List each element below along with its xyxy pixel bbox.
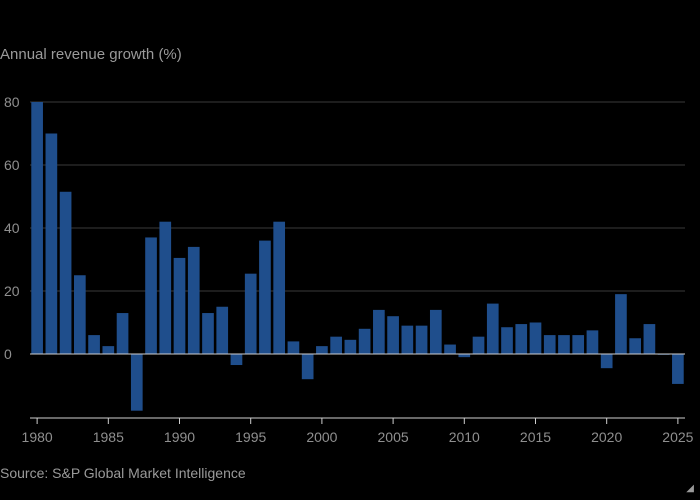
bar-2013 [501, 327, 513, 354]
gridlines [30, 101, 685, 292]
bar-2017 [558, 335, 570, 354]
y-tick-label: 80 [4, 94, 20, 110]
bar-2019 [586, 330, 599, 354]
bar-2023 [643, 324, 656, 354]
bar-1987 [130, 354, 143, 411]
bar-2007 [415, 325, 428, 354]
bar-1985 [102, 346, 115, 354]
bar-2018 [572, 335, 585, 354]
bar-2004 [373, 309, 385, 354]
bar-2016 [543, 335, 556, 354]
bar-1983 [73, 275, 86, 354]
bar-2002 [344, 339, 357, 354]
bar-2009 [444, 344, 456, 354]
bar-2022 [629, 338, 642, 354]
bar-1988 [145, 237, 157, 354]
bar-2000 [316, 346, 328, 354]
x-tick-label: 1995 [235, 429, 266, 445]
bar-1999 [301, 354, 314, 380]
bar-1994 [230, 354, 243, 366]
bar-2001 [330, 336, 342, 354]
x-tick-label: 1980 [22, 429, 53, 445]
bar-2010 [458, 354, 471, 358]
bar-2003 [358, 328, 371, 354]
bar-1993 [216, 306, 229, 354]
x-tick-label: 2000 [306, 429, 337, 445]
bar-2020 [600, 354, 613, 369]
y-tick-label: 40 [4, 220, 20, 236]
source-note: Source: S&P Global Market Intelligence [0, 465, 246, 481]
y-tick-label: 60 [4, 157, 20, 173]
bar-2014 [515, 324, 528, 354]
x-tick-label: 2015 [520, 429, 551, 445]
y-tick-label: 20 [4, 283, 20, 299]
x-axis-labels: 1980 1985 1990 1995 2000 2005 2010 2015 2020 2025 [22, 418, 694, 445]
bar-2008 [429, 309, 442, 354]
bar-1996 [259, 240, 271, 354]
bar-2021 [615, 294, 627, 354]
bar-1990 [173, 257, 186, 354]
bar-2025 [672, 354, 684, 384]
x-tick-label: 2025 [662, 429, 693, 445]
bar-1981 [45, 133, 58, 354]
y-axis-labels: 0 20 40 60 80 [4, 94, 20, 362]
x-tick-label: 2005 [378, 429, 409, 445]
corner-mark-icon: ◢ [686, 483, 694, 494]
y-tick-label: 0 [4, 346, 12, 362]
bar-1995 [244, 273, 257, 354]
bars [31, 102, 684, 411]
x-tick-label: 2010 [449, 429, 480, 445]
x-tick-label: 2020 [591, 429, 622, 445]
chart-title: Annual revenue growth (%) [0, 46, 182, 63]
bar-1992 [202, 313, 214, 354]
bar-1997 [273, 221, 286, 354]
bar-1991 [187, 246, 200, 354]
bar-1989 [159, 221, 172, 354]
bar-1982 [59, 191, 72, 354]
x-tick-label: 1985 [93, 429, 124, 445]
bar-1986 [116, 313, 129, 354]
bar-1984 [88, 335, 100, 354]
bar-2015 [529, 322, 542, 354]
bar-2005 [387, 316, 399, 354]
bar-2012 [486, 303, 499, 354]
bar-2011 [472, 336, 485, 354]
x-axis [30, 353, 685, 419]
bar-1980 [31, 102, 43, 354]
bar-2006 [401, 325, 414, 354]
x-tick-label: 1990 [164, 429, 195, 445]
bar-1998 [287, 341, 300, 354]
